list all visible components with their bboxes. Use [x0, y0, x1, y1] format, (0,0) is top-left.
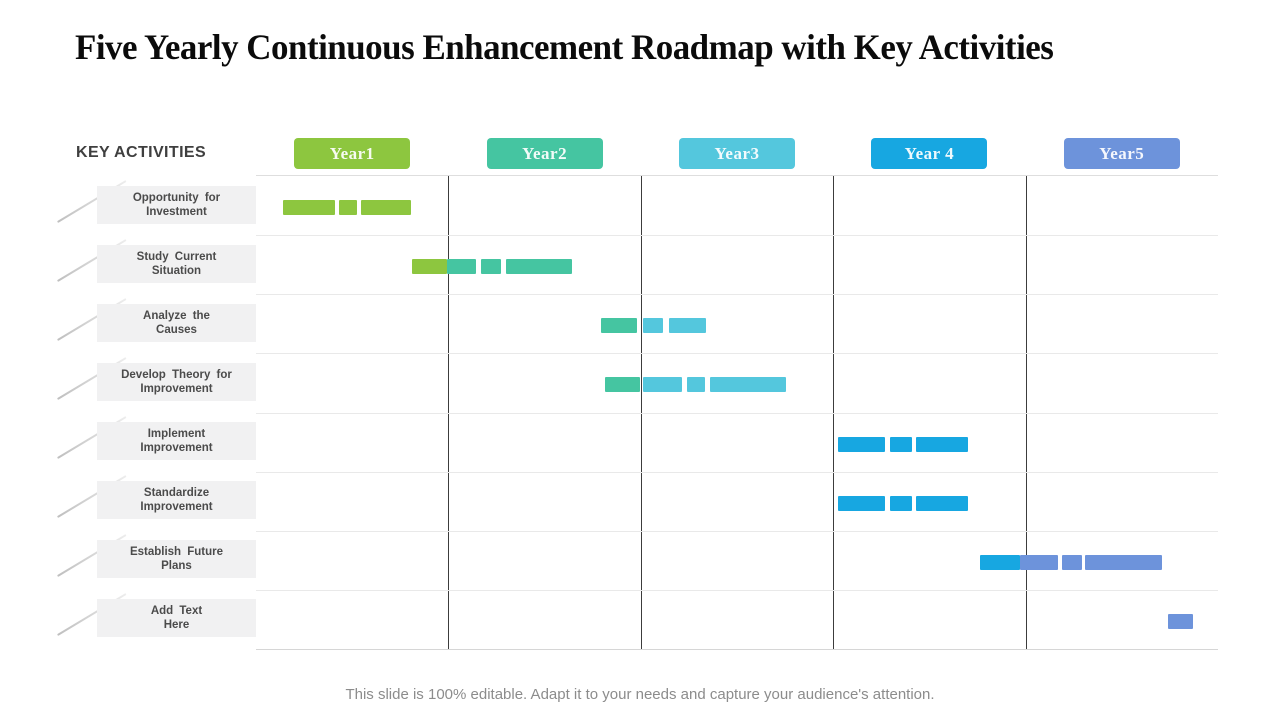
year-chip-4: Year 4: [871, 138, 988, 169]
gantt-bar-segment: [282, 200, 336, 216]
activity-label-text: Analyze the Causes: [97, 303, 256, 342]
year-chip-2: Year2: [486, 138, 603, 169]
gantt-bar-segment: [838, 495, 885, 511]
year-chip-5: Year5: [1063, 138, 1180, 169]
year-divider-line: [448, 176, 450, 649]
row-separator-line: [256, 294, 1218, 295]
activity-label-text: Establish Future Plans: [97, 540, 256, 579]
gantt-bar-segment: [505, 259, 572, 275]
gantt-bar-segment: [686, 377, 706, 393]
activity-label-text: Develop Theory for Improvement: [97, 362, 256, 401]
gantt-bar-segment: [980, 554, 1021, 570]
activity-label: Analyze the Causes: [56, 297, 256, 344]
gantt-bar-segment: [642, 377, 682, 393]
gantt-bar-segment: [889, 495, 913, 511]
page-title: Five Yearly Continuous Enhancement Roadm…: [75, 27, 1054, 67]
activity-label: Study Current Situation: [56, 238, 256, 285]
gantt-bar-segment: [915, 436, 968, 452]
gantt-bar-segment: [600, 318, 637, 334]
year-chip-3: Year3: [679, 138, 795, 169]
year-divider-line: [833, 176, 835, 649]
activity-label: Add Text Here: [56, 593, 256, 639]
activity-label-text: Add Text Here: [97, 599, 256, 638]
gantt-bar-segment: [338, 200, 357, 216]
activity-label: Develop Theory for Improvement: [56, 357, 256, 403]
activity-label-text: Opportunity for Investment: [97, 185, 256, 224]
gantt-bar-segment: [361, 200, 412, 216]
year-chip-1: Year1: [294, 138, 411, 169]
gantt-bar-segment: [668, 318, 706, 334]
activity-label: Implement Improvement: [56, 416, 256, 462]
gantt-grid: [256, 175, 1218, 650]
row-separator-line: [256, 531, 1218, 532]
year-divider-line: [1025, 176, 1027, 649]
activity-label-column: Opportunity for Investment Study Current Si…: [0, 175, 256, 648]
activity-label-text: Standardize Improvement: [97, 481, 256, 520]
activity-label: Establish Future Plans: [56, 534, 256, 580]
row-separator-line: [256, 235, 1218, 236]
row-separator-line: [256, 353, 1218, 354]
gantt-bar-segment: [480, 259, 501, 275]
activity-label: Opportunity for Investment: [56, 179, 256, 226]
gantt-bar-segment: [412, 259, 448, 275]
gantt-bar-segment: [605, 377, 641, 393]
gantt-bar-segment: [1085, 554, 1162, 570]
gantt-bar-segment: [447, 259, 476, 275]
year-divider-line: [640, 176, 642, 649]
activity-label-text: Study Current Situation: [97, 244, 256, 283]
row-separator-line: [256, 472, 1218, 473]
gantt-bar-segment: [1020, 554, 1058, 570]
activity-label: Standardize Improvement: [56, 475, 256, 521]
gantt-bar-segment: [710, 377, 787, 393]
row-separator-line: [256, 590, 1218, 591]
gantt-bar-segment: [642, 318, 663, 334]
gantt-bar-segment: [1061, 554, 1082, 570]
year-header-row: Year1 Year2 Year3 Year 4 Year5: [256, 138, 1218, 169]
gantt-bar-segment: [1167, 613, 1193, 629]
row-separator-line: [256, 413, 1218, 414]
gantt-bar-segment: [838, 436, 885, 452]
gantt-bar-segment: [915, 495, 968, 511]
activity-label-text: Implement Improvement: [97, 422, 256, 461]
key-activities-heading: KEY ACTIVITIES: [76, 144, 207, 161]
gantt-bar-segment: [889, 436, 913, 452]
footer-note: This slide is 100% editable. Adapt it to…: [345, 686, 935, 703]
